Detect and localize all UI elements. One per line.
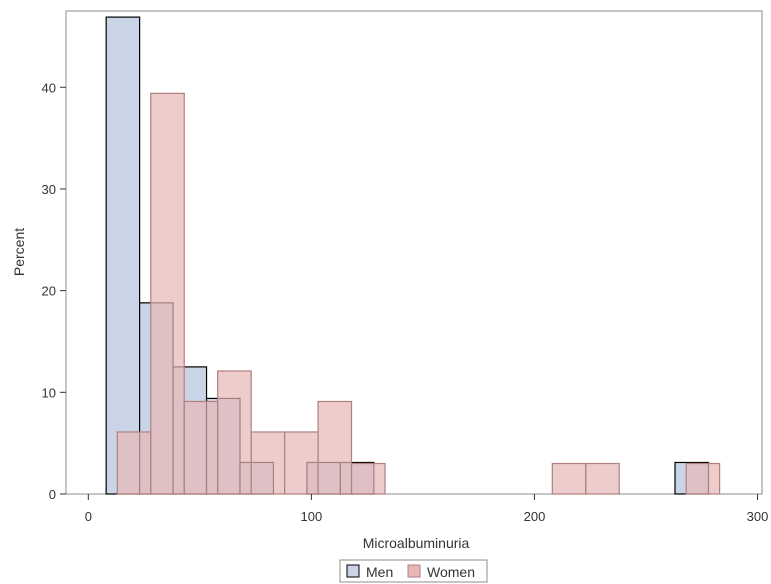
women-bar-2: [183, 400, 219, 495]
legend-swatch-men: [346, 564, 360, 578]
legend-label-men: Men: [366, 564, 393, 580]
y-tick-label: 40: [42, 80, 56, 95]
x-tick-label: 300: [747, 509, 769, 524]
x-axis: 0 100 200 300: [85, 494, 769, 524]
y-axis-title: Percent: [11, 228, 27, 276]
x-axis-title: Microalbuminuria: [363, 535, 470, 551]
x-tick-label: 100: [301, 509, 323, 524]
women-bar-6: [317, 400, 353, 495]
legend: Men Women: [339, 559, 488, 583]
women-bar-8: [551, 462, 587, 495]
y-tick-label: 10: [42, 385, 56, 400]
women-bar-5: [284, 431, 319, 495]
women-bar-10: [685, 462, 721, 495]
women-bars: [116, 92, 721, 495]
x-tick-label: 200: [524, 509, 546, 524]
legend-swatch-women: [407, 564, 421, 578]
legend-label-women: Women: [427, 564, 475, 580]
women-bar-4: [250, 431, 286, 495]
men-bar-0: [105, 16, 141, 495]
women-bar-0: [116, 431, 152, 495]
x-tick-label: 0: [85, 509, 92, 524]
y-tick-label: 20: [42, 284, 56, 299]
y-axis: 0 10 20 30 40: [42, 80, 66, 502]
y-tick-label: 0: [49, 487, 56, 502]
women-bar-1: [150, 92, 185, 495]
women-bar-9: [585, 462, 620, 495]
women-bar-3: [217, 370, 252, 495]
y-tick-label: 30: [42, 182, 56, 197]
women-bar-7: [350, 462, 386, 495]
